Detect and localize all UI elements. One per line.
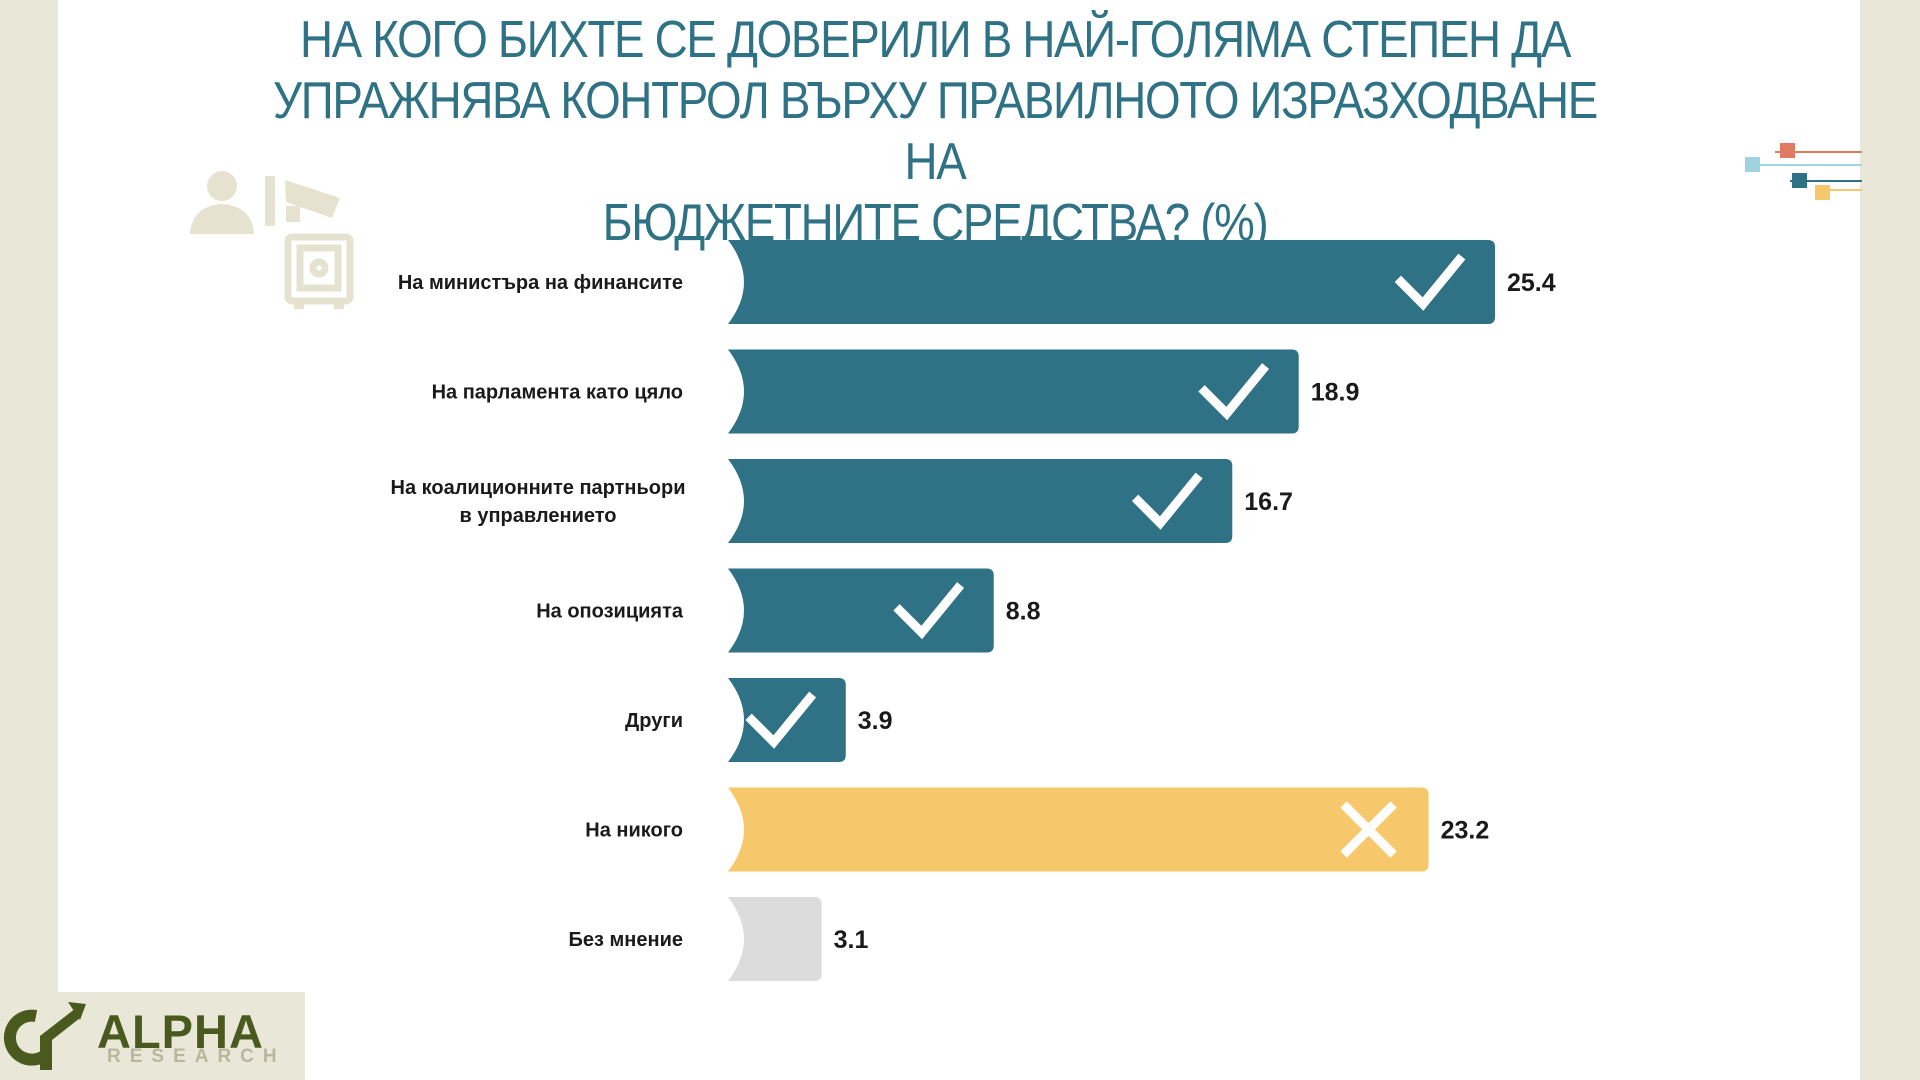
value-label: 8.8 (1006, 598, 1041, 626)
category-label: Други (625, 710, 683, 732)
bar (728, 349, 1299, 434)
check-icon (745, 691, 817, 749)
bar (728, 240, 1495, 324)
category-label: На коалиционните партньори (391, 477, 686, 499)
category-label: Без мнение (569, 929, 684, 951)
bar (728, 787, 1429, 872)
logo-subtitle: RESEARCH (107, 1046, 286, 1067)
value-label: 16.7 (1244, 488, 1293, 516)
title-line-1: НА КОГО БИХТЕ СЕ ДОВЕРИЛИ В НАЙ-ГОЛЯМА С… (299, 11, 1571, 69)
value-label: 3.1 (834, 926, 869, 954)
value-label: 23.2 (1441, 817, 1490, 845)
category-label: На министъра на финансите (398, 272, 683, 294)
logo-name: ALPHA (97, 1005, 264, 1058)
logo (0, 992, 305, 1080)
alpha-research-logo-icon (3, 1002, 86, 1070)
bar (728, 897, 822, 981)
cross-icon (1340, 801, 1397, 858)
category-label: На парламента като цяло (432, 382, 683, 404)
check-icon (1131, 472, 1203, 530)
title-line-2: УПРАЖНЯВА КОНТРОЛ ВЪРХУ ПРАВИЛНОТО ИЗРАЗ… (273, 72, 1598, 191)
check-icon (893, 582, 965, 640)
value-label: 18.9 (1311, 379, 1360, 407)
value-label: 3.9 (858, 707, 893, 735)
category-label: в управлението (460, 505, 617, 527)
bar (728, 568, 994, 653)
check-icon (1394, 253, 1466, 311)
value-label: 25.4 (1507, 269, 1556, 297)
surveillance-safe-icon (190, 171, 354, 309)
category-label: На никого (585, 820, 683, 842)
category-label: На опозицията (536, 601, 684, 623)
bar (728, 459, 1233, 543)
check-icon (1198, 363, 1270, 421)
decorative-lines-icon (1745, 143, 1862, 200)
